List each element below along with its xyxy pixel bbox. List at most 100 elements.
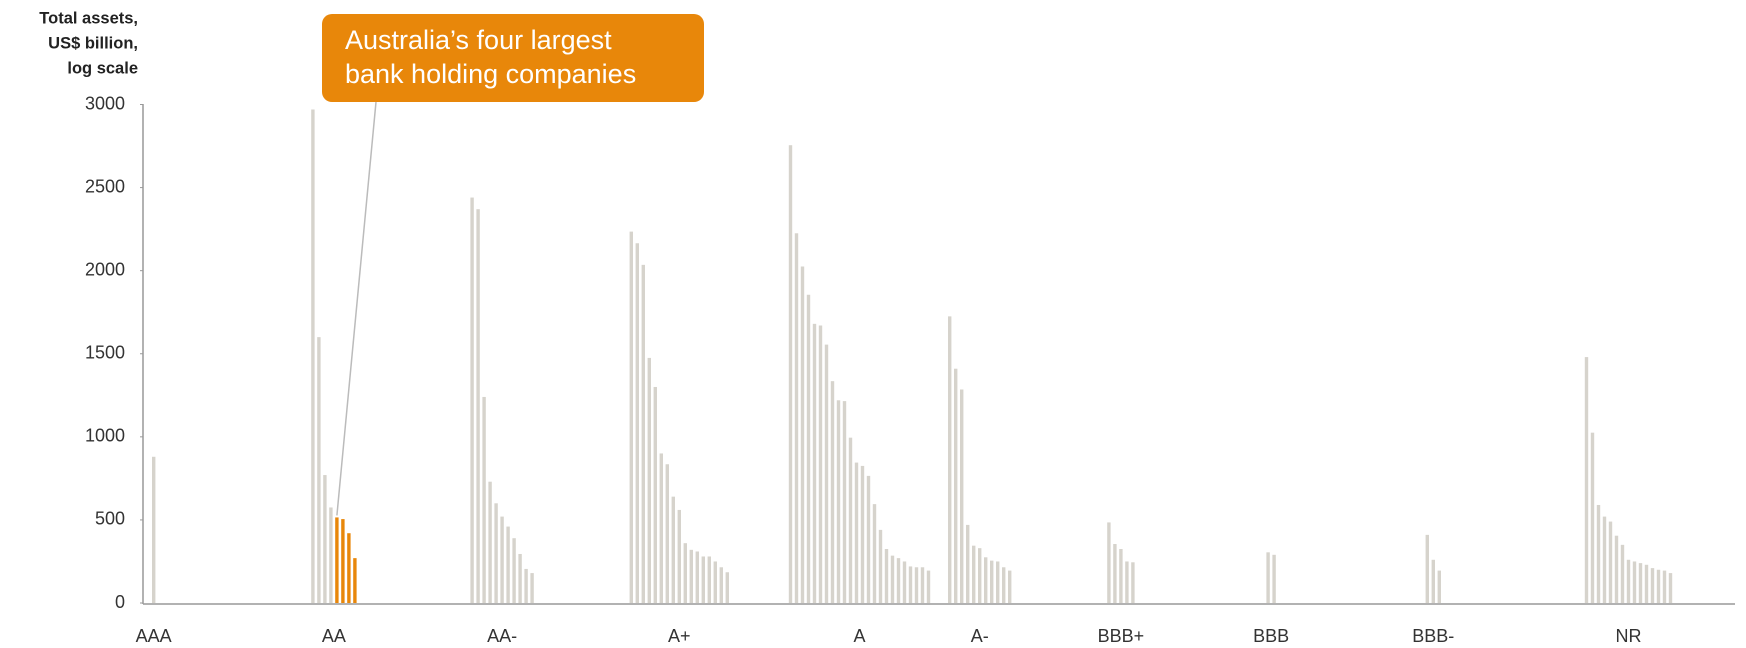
y-tick-label: 1000 [85, 426, 125, 446]
y-tick-label: 3000 [85, 93, 125, 113]
bar [701, 556, 705, 603]
bar [920, 567, 925, 603]
bar [1638, 563, 1643, 603]
annotation-leader [336, 101, 377, 516]
bar [1632, 561, 1637, 603]
bar [818, 325, 823, 603]
bar [335, 517, 339, 603]
bar [848, 437, 853, 603]
bar [1125, 561, 1129, 603]
bar [1662, 570, 1667, 603]
bar [1002, 567, 1006, 603]
bar [1266, 552, 1270, 603]
bar [317, 337, 321, 603]
bar [878, 529, 883, 603]
x-tick-label: BBB- [1412, 626, 1454, 646]
annotation-box [322, 14, 704, 102]
bar [948, 316, 952, 603]
bar [500, 516, 504, 603]
bar [978, 548, 982, 603]
bar [1131, 562, 1135, 603]
bar [860, 465, 865, 603]
bar [794, 233, 799, 603]
bar [1584, 357, 1589, 603]
bar [902, 561, 907, 603]
bar [866, 475, 871, 603]
bar [665, 464, 669, 603]
bar [836, 400, 841, 603]
bar [824, 344, 829, 603]
bar [1668, 573, 1673, 603]
bar [641, 264, 645, 603]
bar [1656, 569, 1661, 603]
bar [788, 145, 793, 604]
bar [653, 386, 657, 603]
bar [1008, 570, 1012, 603]
x-tick-label: AA [322, 626, 346, 646]
x-tick-label: A+ [668, 626, 691, 646]
bar [329, 507, 333, 603]
bar [914, 567, 919, 603]
bar [341, 519, 345, 603]
bar [1119, 548, 1123, 603]
x-tick-label: AAA [136, 626, 172, 646]
bar [926, 570, 931, 603]
annotation-text: bank holding companies [345, 59, 636, 89]
bar [488, 481, 492, 603]
bar [908, 566, 913, 603]
bar [1431, 559, 1435, 603]
y-tick-label: 1500 [85, 343, 125, 363]
y-tick-label: 500 [95, 509, 125, 529]
bar [884, 548, 889, 603]
bar [954, 368, 958, 603]
bar [1590, 432, 1595, 603]
bar [1425, 534, 1429, 603]
bar [695, 551, 699, 603]
bar [518, 553, 522, 603]
bar [635, 243, 639, 604]
y-tick-label: 2000 [85, 259, 125, 279]
bar [854, 462, 859, 603]
bar [677, 509, 681, 603]
y-axis-label: US$ billion, [48, 34, 138, 52]
bar [1620, 544, 1625, 603]
bar [890, 555, 895, 603]
bar [984, 557, 988, 603]
bar [647, 357, 651, 603]
bar [629, 231, 633, 603]
bar [830, 381, 835, 603]
bar [353, 558, 357, 603]
x-tick-label: A- [971, 626, 989, 646]
bar [1626, 559, 1631, 603]
bar [725, 572, 729, 603]
bar [1107, 522, 1111, 603]
bar [476, 209, 480, 603]
bar [671, 496, 675, 603]
bar [152, 456, 156, 603]
x-tick-label: NR [1616, 626, 1642, 646]
bar [972, 545, 976, 603]
x-tick-label: BBB [1253, 626, 1289, 646]
bar [683, 543, 687, 603]
y-axis-label: log scale [67, 59, 138, 77]
bar [966, 524, 970, 603]
bar [872, 504, 877, 603]
bar [719, 567, 723, 603]
bar [689, 549, 693, 603]
bar [812, 323, 817, 603]
bar [996, 561, 1000, 603]
x-tick-label: A [853, 626, 865, 646]
bar [1272, 554, 1276, 603]
y-tick-label: 2500 [85, 176, 125, 196]
bar [347, 533, 351, 603]
y-tick-label: 0 [115, 592, 125, 612]
bar [1437, 570, 1441, 603]
bar [1113, 544, 1117, 603]
bar [659, 453, 663, 603]
bar [1608, 521, 1613, 603]
x-tick-label: BBB+ [1098, 626, 1145, 646]
x-tick-label: AA- [487, 626, 517, 646]
bar [806, 294, 811, 603]
bar [1650, 568, 1655, 603]
